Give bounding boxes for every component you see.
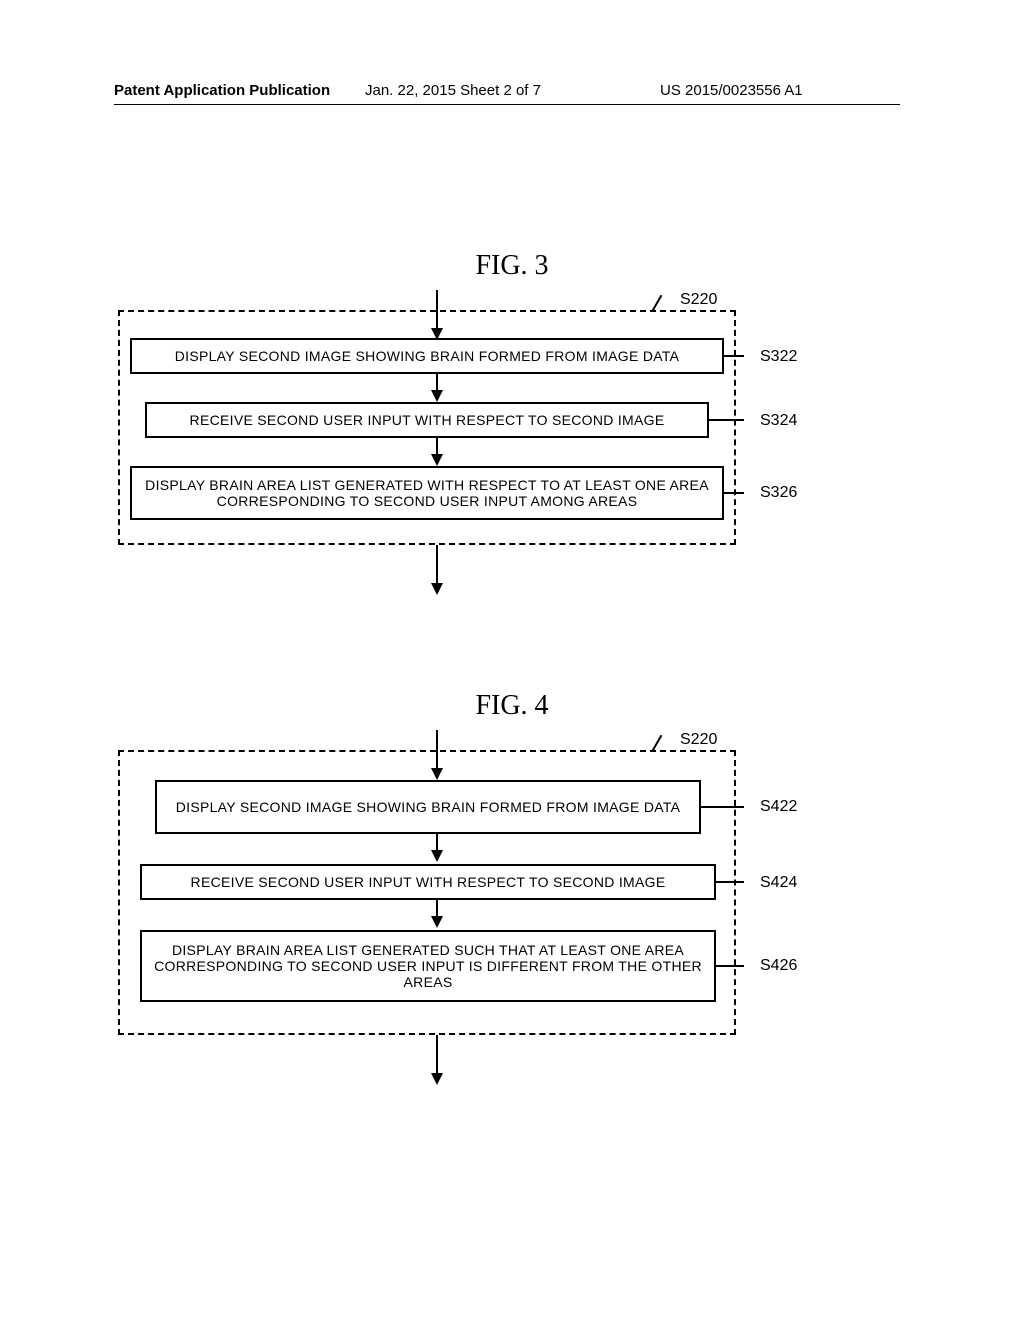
fig3-step-2-text: RECEIVE SECOND USER INPUT WITH RESPECT T… (190, 412, 665, 428)
fig4-step-3-label: S426 (760, 957, 797, 975)
fig4-step-1: DISPLAY SECOND IMAGE SHOWING BRAIN FORME… (155, 780, 701, 834)
fig3-title: FIG. 3 (0, 250, 1024, 282)
fig3-step-1: DISPLAY SECOND IMAGE SHOWING BRAIN FORME… (130, 338, 724, 374)
fig3-step-3-leader (724, 492, 744, 494)
fig4-step-1-leader (701, 806, 744, 808)
fig4-step-3: DISPLAY BRAIN AREA LIST GENERATED SUCH T… (140, 930, 716, 1002)
fig3-exit-arrow-shaft (436, 545, 438, 585)
fig4-step-3-leader (716, 965, 744, 967)
fig3-arrow-1-2-head (431, 390, 443, 402)
header-publication: Patent Application Publication (114, 82, 330, 99)
fig4-exit-arrow-shaft (436, 1035, 438, 1075)
fig3-container-label: S220 (680, 291, 717, 309)
fig4-step-2: RECEIVE SECOND USER INPUT WITH RESPECT T… (140, 864, 716, 900)
fig4-step-2-leader (716, 881, 744, 883)
fig3-arrow-2-3-head (431, 454, 443, 466)
header-patent-number: US 2015/0023556 A1 (660, 82, 803, 99)
fig4-exit-arrow-head (431, 1073, 443, 1085)
fig4-step-2-text: RECEIVE SECOND USER INPUT WITH RESPECT T… (191, 874, 666, 890)
fig4-step-2-label: S424 (760, 874, 797, 892)
fig3-step-3: DISPLAY BRAIN AREA LIST GENERATED WITH R… (130, 466, 724, 520)
fig3-step-1-label: S322 (760, 348, 797, 366)
fig3-step-2-leader (709, 419, 744, 421)
fig4-container-label: S220 (680, 731, 717, 749)
fig4-step-1-text: DISPLAY SECOND IMAGE SHOWING BRAIN FORME… (176, 799, 681, 815)
fig3-s220-tick (652, 295, 663, 312)
fig3-step-3-label: S326 (760, 484, 797, 502)
fig3-step-3-text: DISPLAY BRAIN AREA LIST GENERATED WITH R… (142, 477, 712, 509)
header-underline (114, 104, 900, 105)
fig4-step-1-label: S422 (760, 798, 797, 816)
fig3-exit-arrow-head (431, 583, 443, 595)
fig4-title: FIG. 4 (0, 690, 1024, 722)
header-date-sheet: Jan. 22, 2015 Sheet 2 of 7 (365, 82, 541, 99)
fig4-step-3-text: DISPLAY BRAIN AREA LIST GENERATED SUCH T… (152, 942, 704, 990)
fig3-step-1-text: DISPLAY SECOND IMAGE SHOWING BRAIN FORME… (175, 348, 680, 364)
fig4-arrow-1-2-head (431, 850, 443, 862)
fig4-arrow-2-3-head (431, 916, 443, 928)
fig3-step-1-leader (724, 355, 744, 357)
fig3-step-2-label: S324 (760, 412, 797, 430)
fig3-step-2: RECEIVE SECOND USER INPUT WITH RESPECT T… (145, 402, 709, 438)
fig4-s220-tick (652, 735, 663, 752)
